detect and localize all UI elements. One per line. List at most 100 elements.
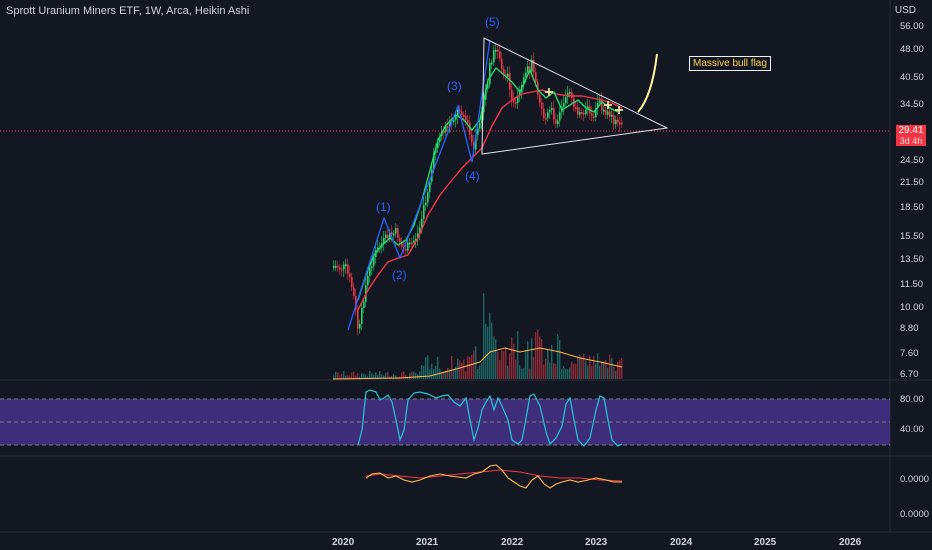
volume-bar bbox=[367, 376, 369, 379]
candle-body bbox=[507, 73, 509, 78]
candle-body bbox=[475, 134, 477, 150]
volume-bar bbox=[469, 357, 471, 379]
candle-body bbox=[513, 99, 515, 102]
candle-body bbox=[397, 228, 399, 238]
volume-bar bbox=[341, 374, 343, 379]
candle-body bbox=[557, 120, 559, 125]
symmetrical-triangle[interactable] bbox=[481, 37, 669, 155]
time-axis[interactable]: 2020 2021 2022 2023 2024 2025 2026 bbox=[332, 537, 862, 548]
volume-bar bbox=[541, 339, 543, 379]
volume-bar bbox=[355, 375, 357, 379]
volume-bar bbox=[459, 360, 461, 379]
volume-bar bbox=[613, 366, 615, 379]
volume-bar bbox=[549, 362, 551, 379]
candle-body bbox=[471, 134, 473, 143]
candle-body bbox=[353, 287, 355, 297]
volume-bar bbox=[533, 357, 535, 379]
candle-body bbox=[511, 89, 513, 100]
volume-bar bbox=[431, 363, 433, 379]
volume-bar bbox=[515, 359, 517, 379]
candle-body bbox=[587, 106, 589, 110]
volume-bar bbox=[619, 360, 621, 379]
volume-bar bbox=[447, 367, 449, 379]
candle-body bbox=[517, 96, 519, 103]
price-tick-11-5: 11.50 bbox=[900, 279, 923, 290]
bull-flag-annotation[interactable]: Massive bull flag bbox=[689, 56, 771, 71]
candle-body bbox=[565, 97, 567, 104]
wave-label-3: (3) bbox=[447, 79, 462, 93]
volume-bar bbox=[363, 374, 365, 379]
rsi-tick-80: 80.00 bbox=[900, 394, 924, 405]
candle-body bbox=[593, 116, 595, 119]
candle-body bbox=[371, 266, 373, 269]
macd-line bbox=[365, 464, 622, 489]
candle-body bbox=[383, 237, 385, 244]
candle-body bbox=[351, 277, 353, 288]
volume-ma-line bbox=[332, 347, 623, 380]
volume-bar bbox=[361, 373, 363, 379]
price-tick-21-5: 21.50 bbox=[900, 177, 924, 188]
volume-bar bbox=[411, 371, 413, 379]
year-label-2022: 2022 bbox=[501, 537, 524, 548]
candle-body bbox=[421, 218, 423, 228]
volume-bar bbox=[377, 374, 379, 379]
candle-body bbox=[525, 72, 527, 78]
candle-body bbox=[455, 116, 457, 120]
volume-bar bbox=[561, 369, 563, 379]
volume-bar bbox=[349, 375, 351, 379]
volume-bar bbox=[387, 372, 389, 379]
price-tick-18-5: 18.50 bbox=[900, 202, 924, 213]
candle-body bbox=[535, 72, 537, 82]
candle-body bbox=[497, 49, 499, 52]
candle-body bbox=[453, 119, 455, 122]
volume-bar bbox=[581, 356, 583, 379]
volume-bar bbox=[395, 375, 397, 379]
candle-body bbox=[563, 103, 565, 107]
wave-label-4: (4) bbox=[465, 169, 480, 183]
volume-bar bbox=[413, 371, 415, 379]
price-axis[interactable]: 56.00 48.00 40.50 34.50 24.50 21.50 18.5… bbox=[900, 21, 929, 520]
candle-body bbox=[407, 242, 409, 251]
candle-body bbox=[419, 227, 421, 234]
volume-bar bbox=[545, 358, 547, 379]
volume-bar bbox=[615, 370, 617, 379]
volume-bar bbox=[479, 365, 481, 379]
candle-body bbox=[559, 112, 561, 121]
candle-body bbox=[547, 112, 549, 119]
candle-body bbox=[597, 102, 599, 109]
volume-bar bbox=[351, 372, 353, 379]
candle-body bbox=[467, 119, 469, 123]
candle-body bbox=[553, 107, 555, 120]
candle-body bbox=[373, 256, 375, 267]
candlesticks bbox=[333, 43, 623, 336]
candle-body bbox=[399, 237, 401, 243]
candle-body bbox=[481, 112, 483, 124]
candle-body bbox=[531, 59, 533, 72]
macd-signal-line bbox=[365, 469, 623, 482]
volume-bar bbox=[599, 365, 601, 379]
volume-bar bbox=[455, 366, 457, 379]
ema-fast-line bbox=[357, 66, 619, 301]
volume-bar bbox=[539, 336, 541, 379]
candle-body bbox=[361, 307, 363, 324]
candle-body bbox=[391, 232, 393, 235]
volume-bar bbox=[505, 347, 507, 379]
candle-body bbox=[575, 106, 577, 109]
volume-bar bbox=[465, 371, 467, 379]
candle-body bbox=[345, 264, 347, 267]
volume-bar bbox=[621, 357, 623, 379]
year-label-2023: 2023 bbox=[585, 537, 608, 548]
candle-body bbox=[491, 62, 493, 65]
volume-bar bbox=[567, 369, 569, 379]
volume-bar bbox=[565, 368, 567, 379]
candle-body bbox=[571, 91, 573, 99]
volume-bar bbox=[563, 365, 565, 379]
candle-body bbox=[549, 110, 551, 113]
volume-bar bbox=[405, 374, 407, 379]
volume-bars bbox=[332, 293, 623, 380]
candle-body bbox=[477, 128, 479, 135]
volume-bar bbox=[343, 371, 345, 379]
candle-body bbox=[409, 242, 411, 245]
volume-bar bbox=[553, 363, 555, 379]
